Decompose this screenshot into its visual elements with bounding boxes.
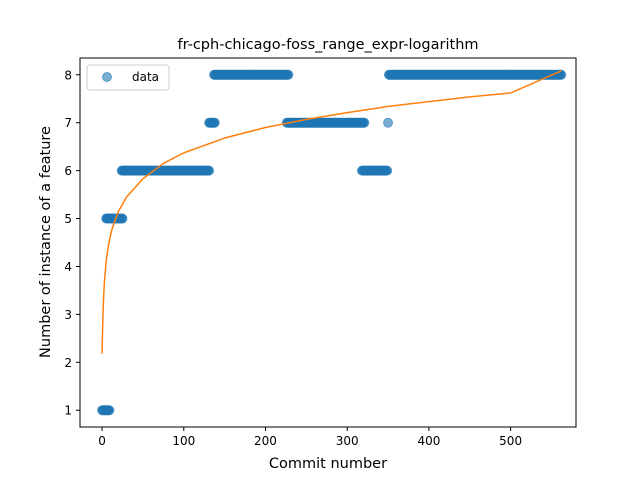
y-tick-label: 1: [64, 404, 72, 418]
y-tick-label: 7: [64, 116, 72, 130]
x-tick-label: 400: [417, 434, 440, 448]
x-tick-label: 0: [98, 434, 106, 448]
x-axis-label: Commit number: [269, 456, 387, 472]
data-point: [205, 166, 214, 175]
data-point: [210, 118, 219, 127]
data-point: [360, 118, 369, 127]
legend: data: [87, 65, 169, 90]
data-point: [384, 118, 393, 127]
y-tick-label: 6: [64, 164, 72, 178]
x-tick-label: 200: [254, 434, 277, 448]
x-tick-label: 300: [336, 434, 359, 448]
x-tick-label: 100: [172, 434, 195, 448]
y-tick-label: 3: [64, 308, 72, 322]
data-point: [118, 214, 127, 223]
chart-title: fr-cph-chicago-foss_range_expr-logarithm: [177, 37, 478, 53]
data-point: [383, 166, 392, 175]
legend-label-data: data: [132, 70, 159, 84]
data-point: [284, 70, 293, 79]
data-point: [105, 406, 114, 415]
y-tick-label: 8: [64, 68, 72, 82]
y-tick-label: 5: [64, 212, 72, 226]
y-axis-label: Number of instance of a feature: [38, 126, 54, 358]
legend-marker-data: [103, 73, 112, 82]
y-tick-label: 2: [64, 356, 72, 370]
y-tick-label: 4: [64, 260, 72, 274]
x-tick-label: 500: [499, 434, 522, 448]
